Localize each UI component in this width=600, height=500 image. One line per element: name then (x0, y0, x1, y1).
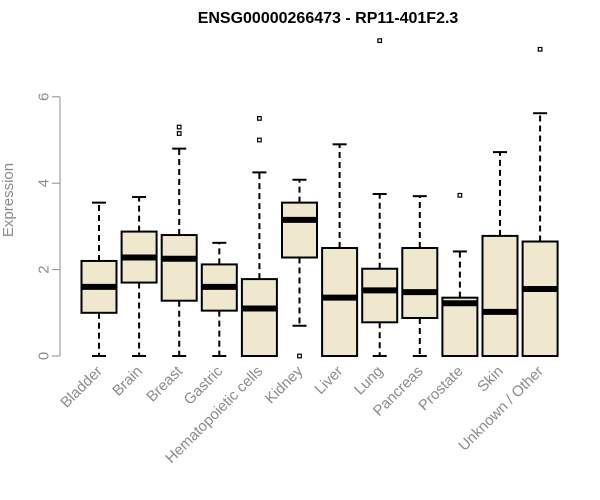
outlier-point-0 (537, 46, 543, 52)
box-7 (361, 38, 399, 357)
category-label-1: Brain (109, 363, 146, 400)
outlier-point-0 (176, 131, 182, 136)
category-label-6: Liver (311, 363, 346, 398)
category-label-0: Bladder (57, 363, 106, 412)
box-5 (281, 178, 318, 359)
category-label-5: Kidney (262, 362, 307, 407)
box-rect (361, 267, 399, 324)
y-axis-label: Expression (0, 163, 17, 237)
y-tick-label-3: 6 (36, 93, 53, 101)
box-rect (521, 240, 559, 358)
box-6 (321, 143, 359, 357)
outlier-point-0 (377, 38, 383, 44)
box-rect (281, 201, 318, 259)
category-label-7: Lung (351, 363, 387, 399)
box-9 (441, 192, 479, 357)
box-11 (521, 46, 559, 358)
box-rect (321, 247, 359, 357)
y-tick-label-2: 4 (36, 179, 53, 187)
y-tick-label-0: 0 (36, 352, 53, 360)
y-tick-label-1: 2 (36, 265, 53, 273)
box-4 (240, 115, 278, 358)
chart-title: ENSG00000266473 - RP11-401F2.3 (198, 10, 459, 27)
box-rect (441, 296, 479, 357)
box-10 (481, 151, 519, 358)
category-label-9: Prostate (415, 363, 467, 415)
box-rect (481, 234, 519, 358)
outlier-point-0 (457, 192, 463, 198)
box-0 (80, 201, 118, 357)
y-axis-ticks: 0 2 4 6 (36, 93, 60, 360)
box-1 (120, 196, 158, 357)
category-label-2: Breast (143, 362, 186, 405)
outlier-point-0 (257, 137, 262, 143)
box-rect (401, 247, 439, 319)
category-label-10: Skin (474, 363, 507, 396)
outlier-point-0 (297, 353, 302, 359)
box-8 (401, 195, 439, 357)
box-2 (160, 124, 198, 357)
box-rect (160, 234, 198, 302)
box-series (80, 38, 559, 359)
outlier-point-1 (176, 124, 182, 130)
box-rect (240, 278, 278, 358)
box-3 (200, 241, 238, 357)
outlier-point-1 (257, 115, 262, 121)
